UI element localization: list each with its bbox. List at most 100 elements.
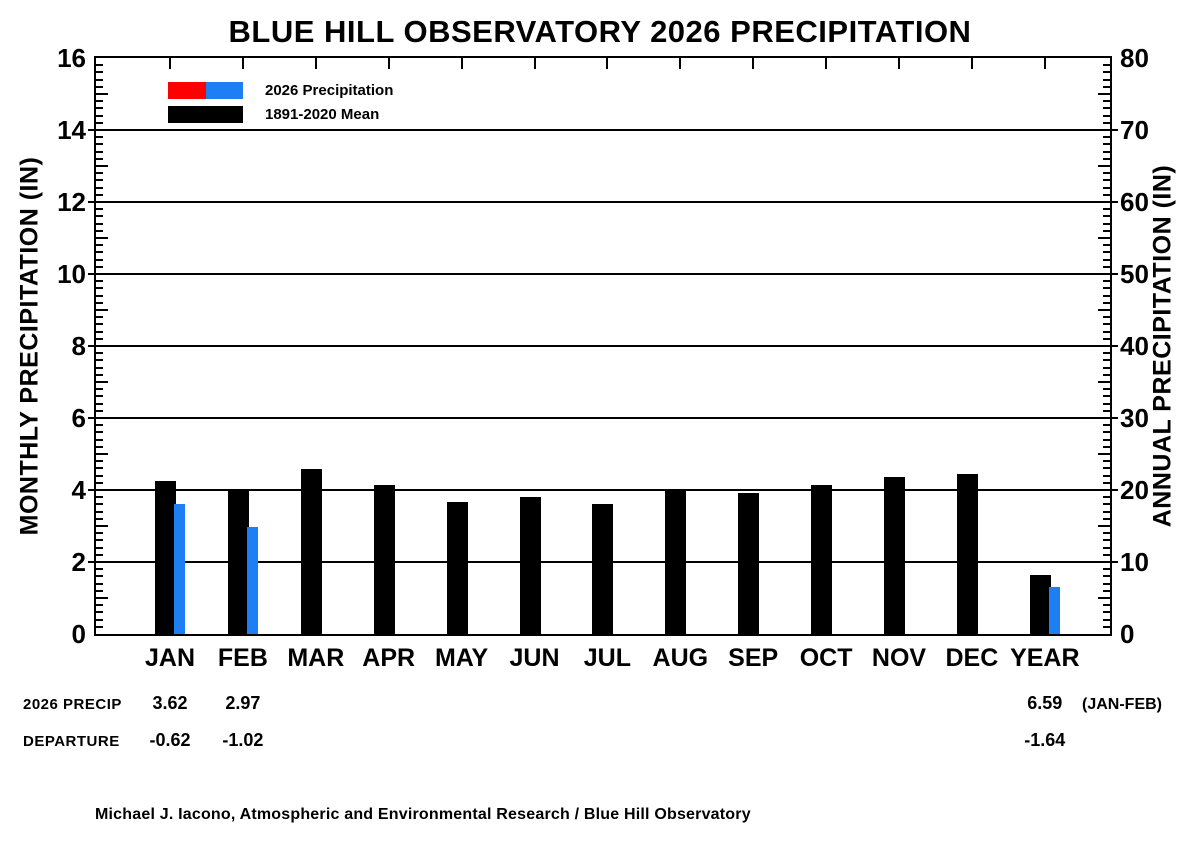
left-minor-tick bbox=[96, 244, 103, 247]
right-axis-tick-label: 40 bbox=[1120, 331, 1149, 361]
right-minor-tick bbox=[1103, 553, 1110, 556]
bar-2026-feb bbox=[246, 527, 258, 634]
left-minor-tick bbox=[96, 438, 103, 441]
left-minor-tick bbox=[96, 366, 103, 369]
left-axis-tick-label: 14 bbox=[57, 115, 86, 145]
right-minor-tick bbox=[1103, 143, 1110, 146]
left-minor-tick bbox=[96, 301, 103, 304]
right-minor-tick bbox=[1103, 618, 1110, 621]
right-minor-tick bbox=[1103, 157, 1110, 160]
bar-mean-dec bbox=[956, 473, 978, 634]
right-major-tick bbox=[1112, 345, 1118, 347]
right-minor-tick bbox=[1103, 222, 1110, 225]
top-tick-jul bbox=[606, 58, 609, 69]
left-minor-tick bbox=[96, 546, 103, 549]
left-minor-tick bbox=[96, 237, 108, 239]
right-minor-tick bbox=[1103, 568, 1110, 571]
right-minor-tick bbox=[1103, 539, 1110, 542]
left-major-tick bbox=[88, 201, 94, 203]
legend-swatch-mean bbox=[168, 106, 243, 123]
left-axis-tick-label: 10 bbox=[57, 259, 86, 289]
right-minor-tick bbox=[1103, 582, 1110, 585]
legend-swatch-red-half bbox=[168, 82, 206, 99]
right-minor-tick bbox=[1098, 453, 1110, 455]
right-minor-tick bbox=[1103, 294, 1110, 297]
right-minor-tick bbox=[1098, 237, 1110, 239]
left-minor-tick bbox=[96, 294, 103, 297]
gridline bbox=[96, 417, 1110, 419]
legend-swatch-blue-half bbox=[205, 82, 243, 99]
right-minor-tick bbox=[1103, 503, 1110, 506]
left-minor-tick bbox=[96, 424, 103, 427]
left-minor-tick bbox=[96, 604, 103, 607]
right-minor-tick bbox=[1103, 71, 1110, 74]
x-axis-label-jul: JUL bbox=[583, 644, 631, 672]
legend-label-mean: 1891-2020 Mean bbox=[265, 106, 380, 123]
right-minor-tick bbox=[1103, 388, 1110, 391]
x-axis-label-year: YEAR bbox=[1010, 644, 1080, 672]
right-minor-tick bbox=[1098, 525, 1110, 527]
bar-mean-aug bbox=[665, 490, 687, 634]
bar-mean-nov bbox=[884, 476, 905, 634]
chart-title: BLUE HILL OBSERVATORY 2026 PRECIPITATION bbox=[228, 14, 972, 49]
right-minor-tick bbox=[1103, 409, 1110, 412]
left-minor-tick bbox=[96, 453, 108, 455]
x-axis-label-sep: SEP bbox=[728, 644, 779, 672]
left-minor-tick bbox=[96, 618, 103, 621]
right-minor-tick bbox=[1103, 438, 1110, 441]
bar-mean-year bbox=[1029, 574, 1051, 634]
left-axis-tick-label: 8 bbox=[71, 331, 86, 361]
x-axis-label-jun: JUN bbox=[509, 644, 560, 672]
left-minor-tick bbox=[96, 553, 103, 556]
right-major-tick bbox=[1112, 129, 1118, 131]
left-minor-tick bbox=[96, 186, 103, 189]
right-minor-tick bbox=[1098, 309, 1110, 311]
x-axis-label-mar: MAR bbox=[287, 644, 345, 672]
right-minor-tick bbox=[1098, 93, 1110, 95]
right-minor-tick bbox=[1103, 546, 1110, 549]
right-minor-tick bbox=[1103, 424, 1110, 427]
right-minor-tick bbox=[1103, 85, 1110, 88]
right-minor-tick bbox=[1103, 467, 1110, 470]
right-minor-tick bbox=[1103, 604, 1110, 607]
right-minor-tick bbox=[1103, 625, 1110, 628]
legend-swatch-black bbox=[168, 106, 243, 123]
x-axis-label-apr: APR bbox=[362, 644, 416, 672]
left-axis-title: MONTHLY PRECIPITATION (IN) bbox=[15, 156, 44, 536]
right-minor-tick bbox=[1103, 265, 1110, 268]
left-major-tick bbox=[88, 129, 94, 131]
top-tick-oct bbox=[825, 58, 828, 69]
left-minor-tick bbox=[96, 510, 103, 513]
right-minor-tick bbox=[1098, 165, 1110, 167]
gridline bbox=[96, 129, 1110, 131]
right-major-tick bbox=[1112, 201, 1118, 203]
left-minor-tick bbox=[96, 309, 108, 311]
right-major-tick bbox=[1112, 489, 1118, 491]
top-tick-dec bbox=[970, 58, 973, 69]
left-minor-tick bbox=[96, 496, 103, 499]
left-minor-tick bbox=[96, 611, 103, 614]
left-minor-tick bbox=[96, 107, 103, 110]
right-axis-tick-label: 80 bbox=[1120, 43, 1149, 73]
left-minor-tick bbox=[96, 568, 103, 571]
right-minor-tick bbox=[1103, 179, 1110, 182]
left-minor-tick bbox=[96, 179, 103, 182]
bar-mean-may bbox=[446, 502, 468, 634]
left-minor-tick bbox=[96, 172, 103, 175]
right-minor-tick bbox=[1103, 78, 1110, 81]
left-axis-tick-label: 0 bbox=[71, 619, 86, 649]
left-minor-tick bbox=[96, 445, 103, 448]
left-minor-tick bbox=[96, 215, 103, 218]
left-axis-tick-label: 12 bbox=[57, 187, 86, 217]
top-tick-feb bbox=[241, 58, 244, 69]
top-tick-mar bbox=[314, 58, 317, 69]
right-minor-tick bbox=[1103, 532, 1110, 535]
stats-value-departure-feb: -1.02 bbox=[222, 730, 264, 750]
right-minor-tick bbox=[1103, 244, 1110, 247]
left-minor-tick bbox=[96, 539, 103, 542]
bar-mean-oct bbox=[811, 484, 833, 634]
left-minor-tick bbox=[96, 359, 103, 362]
left-minor-tick bbox=[96, 85, 103, 88]
left-minor-tick bbox=[96, 373, 103, 376]
